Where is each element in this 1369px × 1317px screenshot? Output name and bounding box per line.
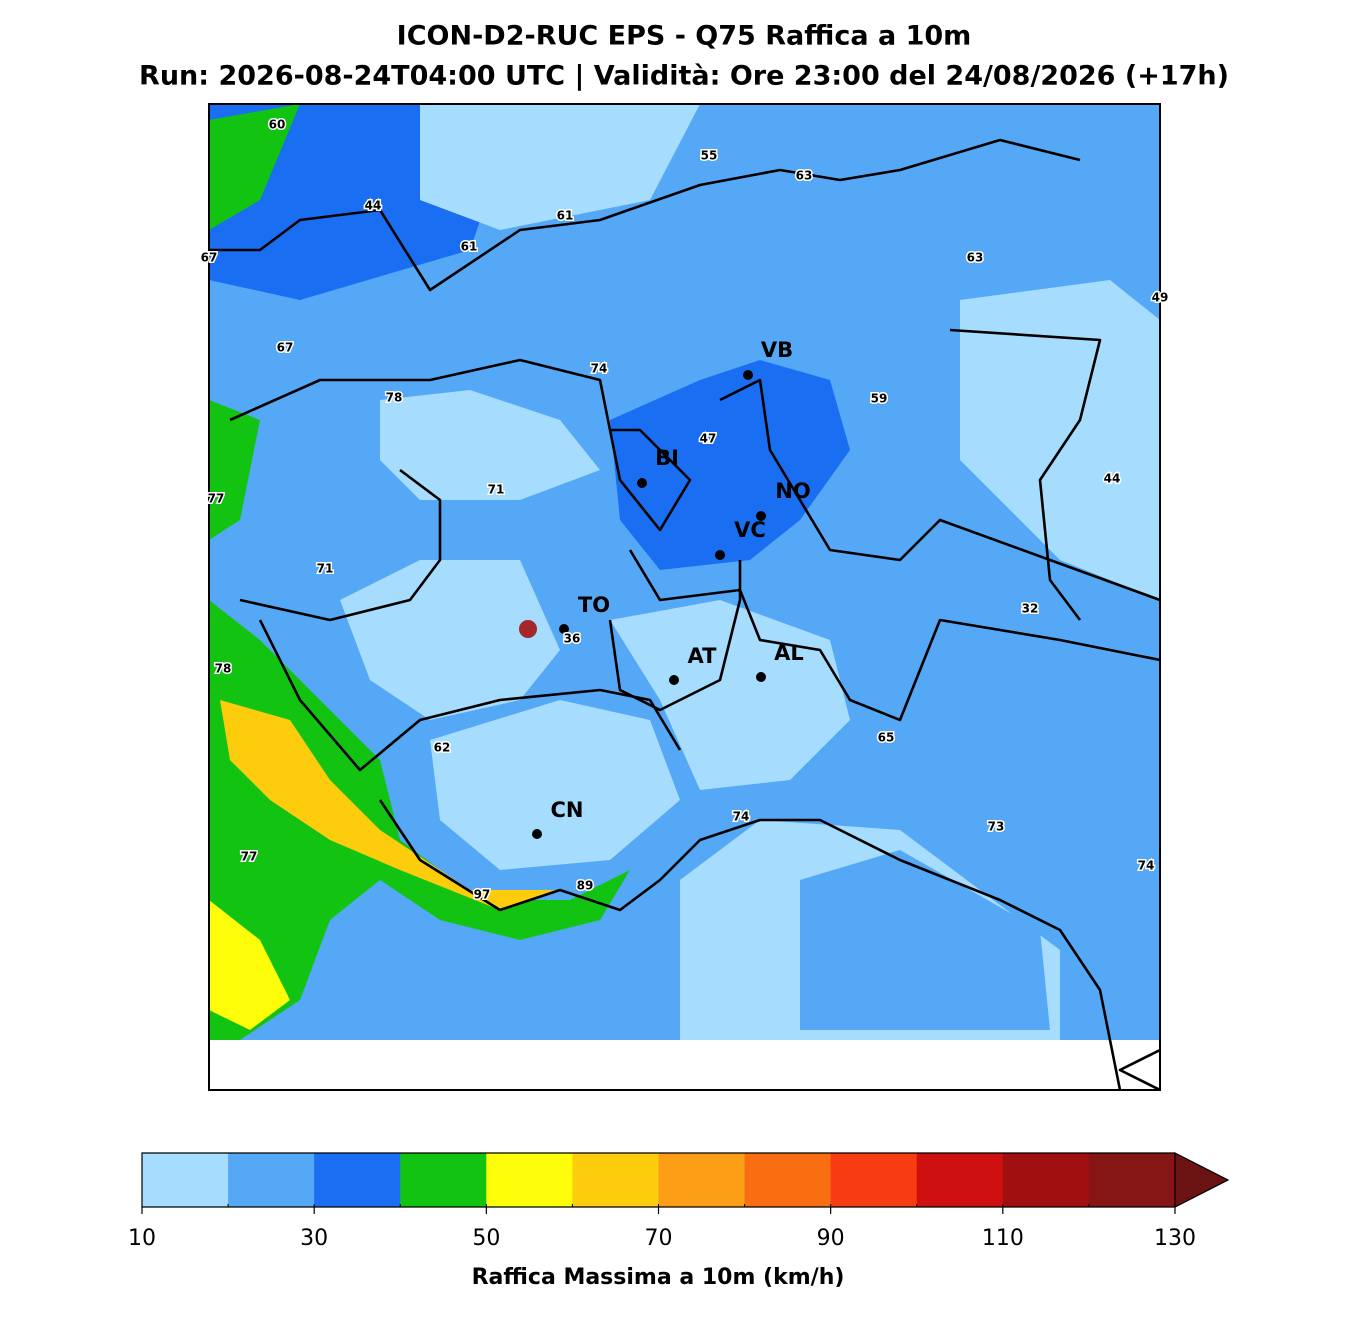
city-dot <box>637 478 647 488</box>
contour-label: 61 <box>461 240 478 254</box>
wind-area <box>209 400 260 540</box>
border <box>719 378 1160 602</box>
map-frame <box>208 103 1161 1091</box>
coastline <box>1118 1048 1160 1090</box>
contour-label: 60 <box>269 118 286 132</box>
colorbar-tick-label: 130 <box>1154 1226 1196 1251</box>
no-data <box>209 1040 1160 1090</box>
city-label: VB <box>761 338 793 362</box>
colorbar-tick-label: 90 <box>817 1226 845 1251</box>
border <box>209 138 1081 292</box>
wind-area <box>430 700 680 870</box>
colorbar-bin <box>1002 1153 1090 1207</box>
colorbar-tick-label: 50 <box>472 1226 500 1251</box>
colorbar-extend <box>1174 1152 1230 1208</box>
colorbar-bin <box>142 1153 229 1207</box>
city-dot <box>756 511 766 521</box>
contour-label: 32 <box>1022 602 1039 616</box>
contour-label: 49 <box>1152 291 1169 305</box>
border <box>229 358 692 532</box>
city-label: VC <box>734 518 766 542</box>
map <box>209 104 1160 1090</box>
colorbar-bin <box>572 1153 659 1207</box>
colorbar-bin <box>916 1153 1004 1207</box>
colorbar-tick-label: 70 <box>645 1226 673 1251</box>
colorbar-bin <box>314 1153 401 1207</box>
city-dot <box>756 672 766 682</box>
wind-area <box>209 900 290 1030</box>
contour-label: 63 <box>967 251 984 265</box>
wind-area <box>610 360 850 570</box>
colorbar-bin <box>830 1153 918 1207</box>
colorbar-label: Raffica Massima a 10m (km/h) <box>472 1265 845 1290</box>
contour-label: 44 <box>1104 472 1121 486</box>
colorbar-bin <box>486 1153 573 1207</box>
contour-label: 74 <box>1138 859 1155 873</box>
colorbar-bin <box>1088 1153 1176 1207</box>
contour-label: 74 <box>591 362 608 376</box>
contour-label: 73 <box>988 820 1005 834</box>
contour-label: 78 <box>386 391 403 405</box>
colorbar-tick-label: 30 <box>300 1226 328 1251</box>
wind-area <box>800 850 1050 1030</box>
city-label: BI <box>655 446 679 470</box>
city-dot <box>715 550 725 560</box>
contour-label: 77 <box>208 492 225 506</box>
wind-area <box>340 560 560 720</box>
colorbar-bin <box>744 1153 832 1207</box>
city-dot <box>669 675 679 685</box>
colorbar-tick-label: 10 <box>128 1226 156 1251</box>
border <box>949 328 1102 621</box>
city-label: AT <box>688 644 718 668</box>
contour-label: 44 <box>365 199 382 213</box>
contour-label: 65 <box>878 731 895 745</box>
contour-label: 59 <box>871 392 888 406</box>
border <box>628 549 1160 722</box>
colorbar-bin <box>228 1153 315 1207</box>
wind-area <box>209 600 630 1050</box>
contour-label: 67 <box>201 251 218 265</box>
wind-area <box>610 600 850 790</box>
city-label: TO <box>578 593 610 617</box>
coastline <box>378 799 1122 1090</box>
contour-label: 74 <box>733 810 750 824</box>
location-marker <box>519 620 537 638</box>
contour-label: 89 <box>577 879 594 893</box>
city-dot <box>743 370 753 380</box>
colorbar-tick-label: 110 <box>982 1226 1024 1251</box>
subtitle: Run: 2026-08-24T04:00 UTC | Validità: Or… <box>139 61 1229 92</box>
colorbar-bin <box>400 1153 487 1207</box>
contour-label: 97 <box>474 888 491 902</box>
contour-label: 36 <box>564 632 581 646</box>
contour-label: 55 <box>701 149 718 163</box>
city-dot <box>559 624 569 634</box>
contour-label: 71 <box>488 483 505 497</box>
contour-label: 47 <box>700 432 717 446</box>
wind-area <box>960 280 1160 600</box>
border <box>239 468 442 622</box>
wind-area <box>220 700 560 910</box>
wind-area <box>380 390 600 500</box>
border <box>608 560 742 712</box>
city-dot <box>532 829 542 839</box>
contour-label: 78 <box>215 662 232 676</box>
border <box>258 619 682 772</box>
title: ICON-D2-RUC EPS - Q75 Raffica a 10m <box>397 21 972 52</box>
city-label: AL <box>774 641 804 665</box>
colorbar-bin <box>658 1153 746 1207</box>
contour-label: 62 <box>434 741 451 755</box>
contour-label: 63 <box>796 169 813 183</box>
contour-label: 77 <box>241 850 258 864</box>
contour-label: 67 <box>277 341 294 355</box>
colorbar: 10 30 50 70 90 110 130 <box>128 1152 1230 1251</box>
wind-area <box>209 104 300 230</box>
city-label: CN <box>551 798 584 822</box>
wind-area <box>420 104 700 230</box>
contour-label: 71 <box>317 562 334 576</box>
contour-label: 61 <box>557 209 574 223</box>
city-label: NO <box>775 479 810 503</box>
